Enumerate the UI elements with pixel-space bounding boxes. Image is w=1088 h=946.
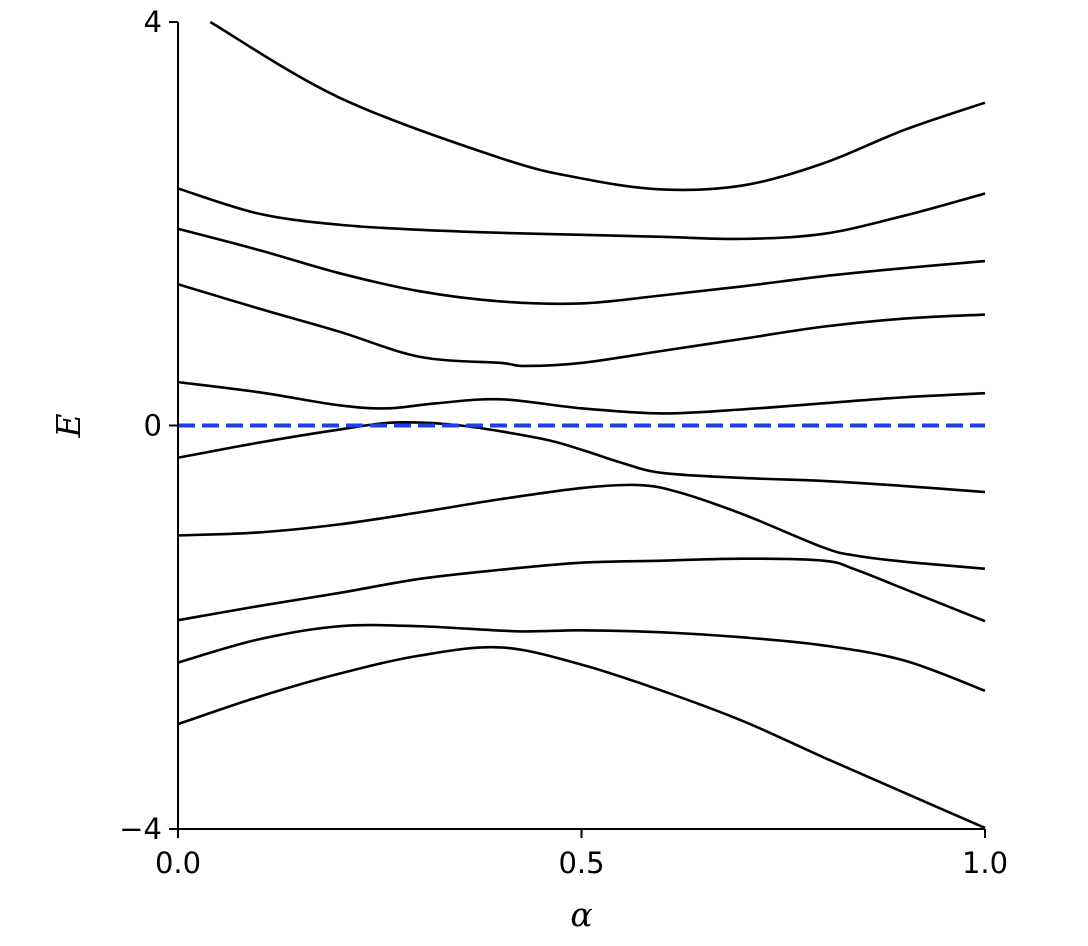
energy-level-line-4 bbox=[177, 283, 986, 368]
energy-level-line-1 bbox=[209, 20, 986, 192]
x-axis-label: α bbox=[570, 895, 592, 934]
y-axis-label: E bbox=[49, 413, 88, 438]
y-tick-label: 4 bbox=[144, 5, 162, 39]
energy-level-line-3 bbox=[177, 227, 986, 306]
energy-level-line-7 bbox=[177, 483, 986, 571]
energy-level-lines bbox=[177, 20, 986, 830]
y-axis-ticks: 4 0 −4 bbox=[119, 5, 178, 846]
energy-level-line-2 bbox=[177, 187, 986, 241]
energy-level-line-8 bbox=[177, 557, 986, 623]
x-tick-label: 1.0 bbox=[962, 846, 1008, 880]
x-axis-ticks: 0.0 0.5 1.0 bbox=[155, 829, 1008, 880]
y-tick-label: 0 bbox=[144, 409, 162, 443]
y-tick-label: −4 bbox=[119, 812, 162, 846]
energy-level-line-10 bbox=[177, 645, 986, 830]
x-tick-label: 0.5 bbox=[558, 846, 604, 880]
energy-level-line-9 bbox=[177, 623, 986, 693]
energy-level-line-6 bbox=[177, 420, 986, 494]
x-tick-label: 0.0 bbox=[155, 846, 201, 880]
energy-level-line-5 bbox=[177, 380, 986, 415]
